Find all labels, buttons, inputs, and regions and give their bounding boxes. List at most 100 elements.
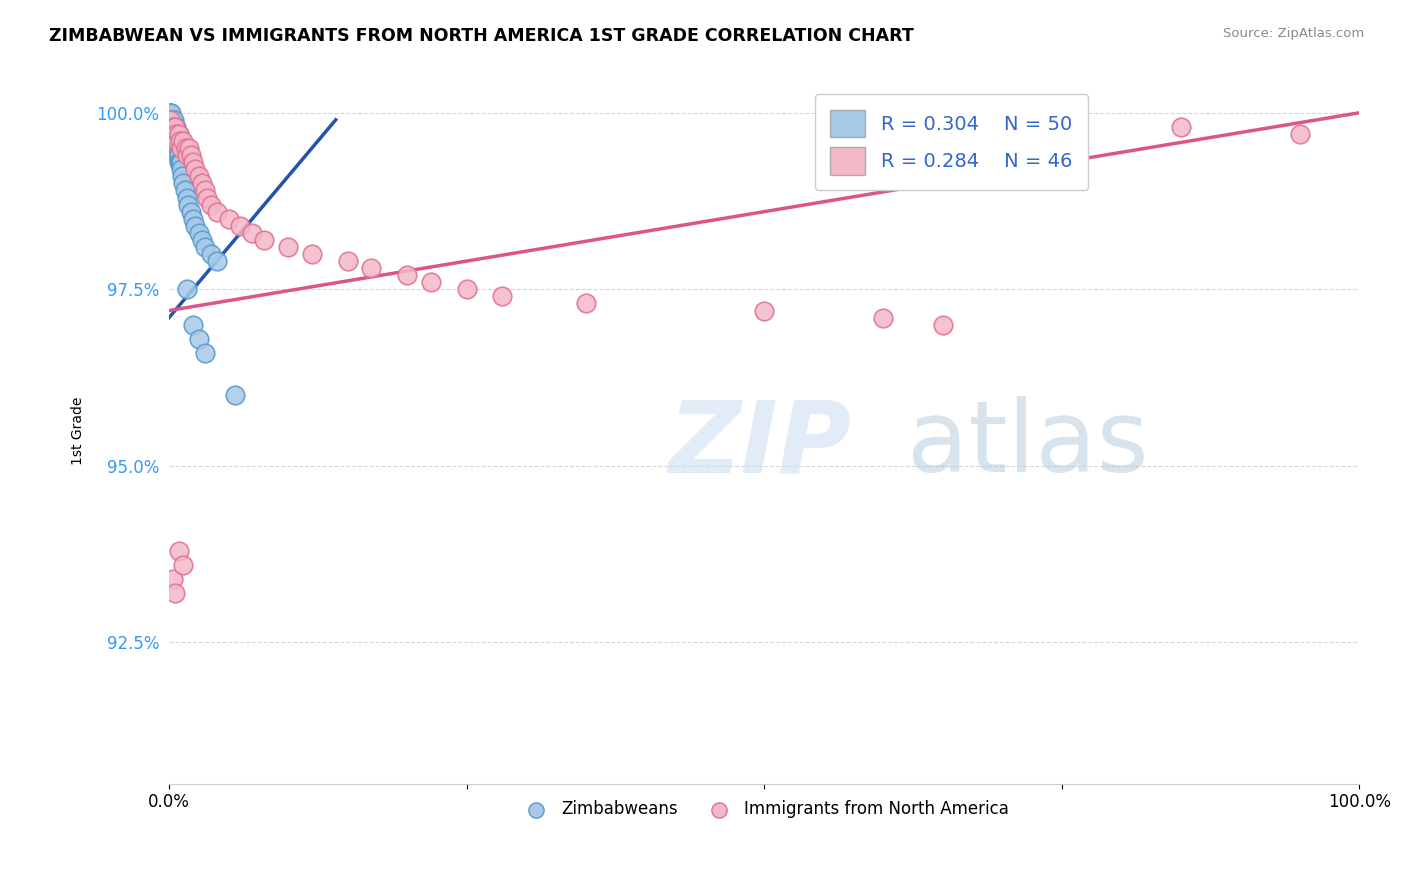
- Point: [166, 141, 188, 155]
- Point: [1170, 120, 1192, 134]
- Point: [172, 558, 194, 572]
- Point: [456, 282, 478, 296]
- Point: [160, 112, 183, 127]
- Point: [163, 134, 186, 148]
- Point: [170, 155, 193, 169]
- Point: [169, 134, 191, 148]
- Point: [187, 332, 209, 346]
- Point: [200, 197, 222, 211]
- Point: [336, 254, 359, 268]
- Point: [176, 148, 198, 162]
- Point: [277, 240, 299, 254]
- Point: [162, 134, 184, 148]
- Point: [172, 177, 194, 191]
- Point: [181, 155, 204, 169]
- Point: [160, 105, 183, 120]
- Point: [194, 184, 217, 198]
- Point: [163, 586, 186, 600]
- Point: [172, 169, 194, 184]
- Point: [170, 162, 193, 177]
- Point: [163, 134, 186, 148]
- Point: [491, 289, 513, 303]
- Point: [194, 346, 217, 360]
- Point: [162, 572, 184, 586]
- Text: ZIP: ZIP: [669, 396, 852, 493]
- Text: ZIMBABWEAN VS IMMIGRANTS FROM NORTH AMERICA 1ST GRADE CORRELATION CHART: ZIMBABWEAN VS IMMIGRANTS FROM NORTH AMER…: [49, 27, 914, 45]
- Point: [179, 148, 201, 162]
- Point: [159, 105, 181, 120]
- Point: [872, 310, 894, 325]
- Point: [1289, 127, 1312, 141]
- Point: [575, 296, 598, 310]
- Point: [162, 120, 184, 134]
- Point: [195, 190, 218, 204]
- Point: [162, 127, 184, 141]
- Point: [163, 141, 186, 155]
- Point: [191, 177, 214, 191]
- Point: [184, 162, 207, 177]
- Point: [301, 247, 323, 261]
- Point: [165, 134, 187, 148]
- Point: [396, 268, 419, 283]
- Point: [253, 233, 276, 247]
- Point: [174, 141, 197, 155]
- Point: [159, 105, 181, 120]
- Point: [200, 247, 222, 261]
- Point: [1050, 112, 1073, 127]
- Point: [163, 127, 186, 141]
- Point: [165, 127, 187, 141]
- Point: [160, 120, 183, 134]
- Point: [420, 275, 443, 289]
- Point: [170, 141, 193, 155]
- Point: [163, 112, 186, 127]
- Point: [181, 318, 204, 332]
- Point: [163, 127, 186, 141]
- Point: [159, 112, 181, 127]
- Point: [162, 120, 184, 134]
- Point: [229, 219, 252, 233]
- Legend: Zimbabweans, Immigrants from North America: Zimbabweans, Immigrants from North Ameri…: [513, 794, 1017, 825]
- Y-axis label: 1st Grade: 1st Grade: [72, 396, 86, 465]
- Point: [162, 112, 184, 127]
- Point: [166, 127, 188, 141]
- Point: [166, 134, 188, 148]
- Point: [163, 120, 186, 134]
- Point: [932, 318, 955, 332]
- Point: [167, 543, 190, 558]
- Point: [205, 204, 228, 219]
- Point: [360, 261, 382, 276]
- Point: [163, 120, 186, 134]
- Point: [166, 148, 188, 162]
- Text: Source: ZipAtlas.com: Source: ZipAtlas.com: [1223, 27, 1364, 40]
- Point: [191, 233, 214, 247]
- Point: [242, 226, 264, 240]
- Point: [187, 169, 209, 184]
- Point: [179, 141, 201, 155]
- Point: [165, 120, 187, 134]
- Point: [184, 219, 207, 233]
- Point: [176, 282, 198, 296]
- Point: [163, 127, 186, 141]
- Point: [167, 127, 190, 141]
- Point: [176, 190, 198, 204]
- Point: [159, 112, 181, 127]
- Text: atlas: atlas: [907, 396, 1149, 493]
- Point: [165, 141, 187, 155]
- Point: [205, 254, 228, 268]
- Point: [187, 226, 209, 240]
- Point: [167, 127, 190, 141]
- Point: [754, 303, 776, 318]
- Point: [167, 155, 190, 169]
- Point: [991, 105, 1014, 120]
- Point: [224, 388, 246, 402]
- Point: [218, 211, 240, 226]
- Point: [194, 240, 217, 254]
- Point: [173, 184, 195, 198]
- Point: [172, 134, 194, 148]
- Point: [177, 197, 200, 211]
- Point: [167, 148, 190, 162]
- Point: [159, 120, 181, 134]
- Point: [181, 211, 204, 226]
- Point: [160, 127, 183, 141]
- Point: [169, 155, 191, 169]
